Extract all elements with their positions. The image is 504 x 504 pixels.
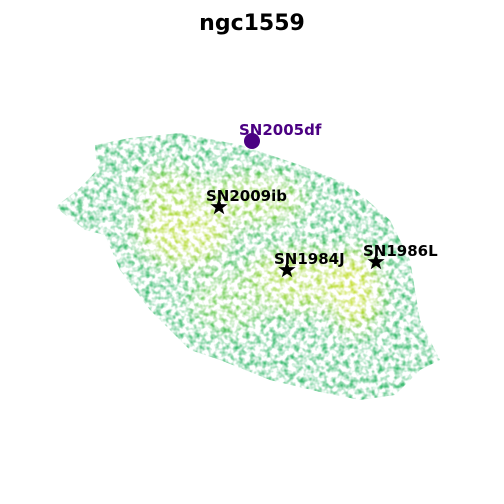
sn-marker — [244, 133, 260, 149]
sn-label: SN2005df — [239, 121, 322, 139]
sn-marker — [210, 198, 228, 215]
sn-label: SN1984J — [274, 250, 345, 268]
title: ngc1559 — [199, 11, 305, 36]
sn-label: SN2009ib — [206, 187, 287, 205]
sn-marker — [367, 253, 385, 270]
sn-label: SN1986L — [363, 242, 438, 260]
sn-marker — [278, 261, 296, 278]
galaxy-image — [55, 133, 440, 400]
